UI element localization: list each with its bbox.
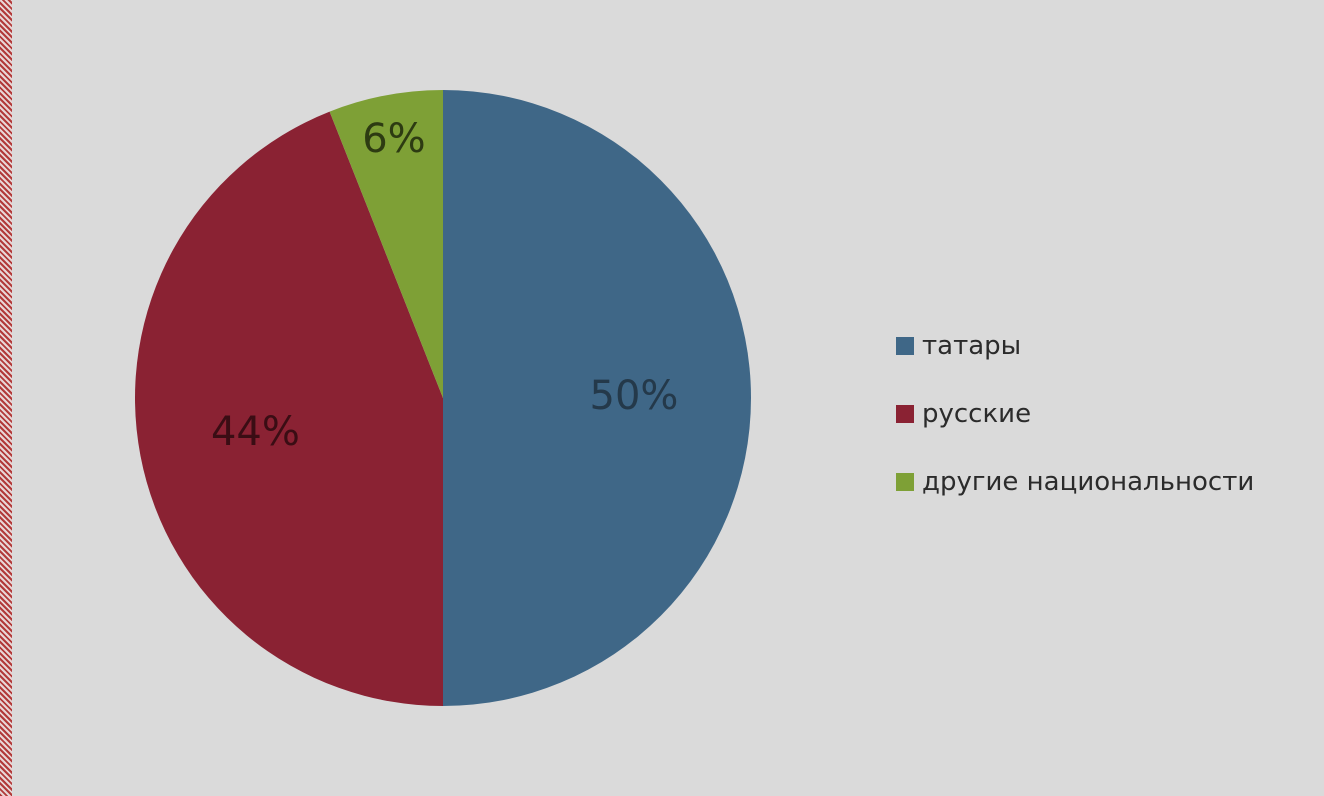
pie-slice-other-nationalities <box>329 90 443 398</box>
legend-item-tatars: татары <box>896 312 1316 380</box>
pie-slice-label-other-nationalities: 6% <box>362 116 425 162</box>
pie-slice-tatars <box>443 90 751 706</box>
pie-slice-label-russians: 44% <box>211 409 300 455</box>
left-decorative-border <box>0 0 12 796</box>
legend-label-tatars: татары <box>922 331 1022 361</box>
legend-item-russians: русские <box>896 380 1316 448</box>
legend-label-russians: русские <box>922 399 1032 429</box>
legend: татары русские другие национальности <box>896 312 1316 516</box>
legend-item-other-nationalities: другие национальности <box>896 448 1316 516</box>
legend-label-other-nationalities: другие национальности <box>922 467 1255 497</box>
pie-slice-russians <box>135 111 443 706</box>
legend-swatch-russians <box>896 405 914 423</box>
legend-swatch-tatars <box>896 337 914 355</box>
legend-swatch-other-nationalities <box>896 473 914 491</box>
pie-slice-label-tatars: 50% <box>590 373 679 419</box>
